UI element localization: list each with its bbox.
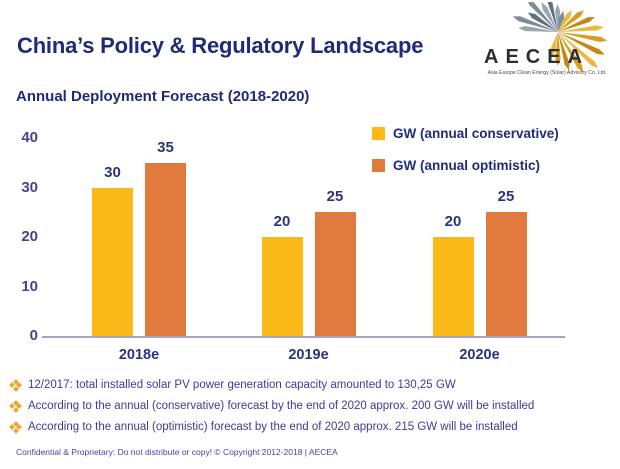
- chart-title: Annual Deployment Forecast (2018-2020): [16, 88, 310, 105]
- bar-2019e-conservative: [261, 237, 303, 336]
- bar-value-label: 20: [444, 213, 462, 230]
- y-axis-tick-label: 20: [21, 228, 38, 245]
- legend-item: GW (annual conservative): [372, 123, 559, 143]
- bar-2020e-conservative: [432, 237, 474, 336]
- page-title: China’s Policy & Regulatory Landscape: [17, 33, 424, 58]
- legend-label: GW (annual conservative): [393, 125, 559, 141]
- bar-value-label: 30: [104, 163, 121, 181]
- bar-2020e-optimistic: [485, 212, 527, 336]
- bullet-list: 12/2017: total installed solar PV power …: [8, 378, 618, 441]
- x-axis-category-label: 2019e: [288, 347, 329, 363]
- bullet-item: According to the annual (conservative) f…: [8, 399, 618, 413]
- bullet-text: 12/2017: total installed solar PV power …: [28, 379, 456, 391]
- bar-value-label: 25: [497, 188, 515, 206]
- four-diamond-bullet-icon: [9, 420, 22, 434]
- footer-note: Confidential & Proprietary: Do not distr…: [16, 447, 338, 457]
- bar-chart: GW (annual conservative) GW (annual optim…: [0, 118, 620, 374]
- legend-swatch-icon: [372, 126, 385, 140]
- bullet-text: According to the annual (conservative) f…: [28, 400, 535, 412]
- bar-value-label: 20: [273, 213, 291, 230]
- starburst-rays-icon: [512, 2, 608, 73]
- four-diamond-bullet-icon: [9, 378, 22, 392]
- bar-value-label: 35: [157, 138, 174, 156]
- bullet-item: According to the annual (optimistic) for…: [8, 420, 618, 434]
- bullet-item: 12/2017: total installed solar PV power …: [8, 378, 618, 392]
- legend-swatch-icon: [372, 158, 385, 172]
- y-axis-tick-label: 0: [29, 327, 38, 344]
- bar-2018e-conservative: [92, 187, 133, 336]
- bar-2018e-optimistic: [145, 162, 186, 336]
- x-axis-category-label: 2020e: [459, 347, 500, 363]
- legend-label: GW (annual optimistic): [393, 157, 540, 173]
- y-axis-tick-label: 10: [21, 277, 38, 295]
- legend-item: GW (annual optimistic): [372, 155, 559, 175]
- logo-tagline: Asia Europe Clean Energy (Solar) Advisor…: [487, 70, 607, 76]
- chart-legend: GW (annual conservative) GW (annual optim…: [372, 123, 559, 187]
- y-axis-tick-label: 30: [21, 178, 38, 196]
- x-axis-line: [42, 336, 565, 338]
- logo-wordmark: AECEA: [484, 46, 590, 68]
- bar-2019e-optimistic: [314, 212, 356, 336]
- x-axis-category-label: 2018e: [118, 347, 160, 363]
- bullet-text: According to the annual (optimistic) for…: [28, 421, 518, 433]
- y-axis-tick-label: 40: [21, 129, 38, 146]
- bar-value-label: 25: [326, 188, 344, 206]
- aecea-logo: AECEA Asia Europe Clean Energy (Solar) A…: [476, 2, 618, 86]
- four-diamond-bullet-icon: [9, 399, 22, 413]
